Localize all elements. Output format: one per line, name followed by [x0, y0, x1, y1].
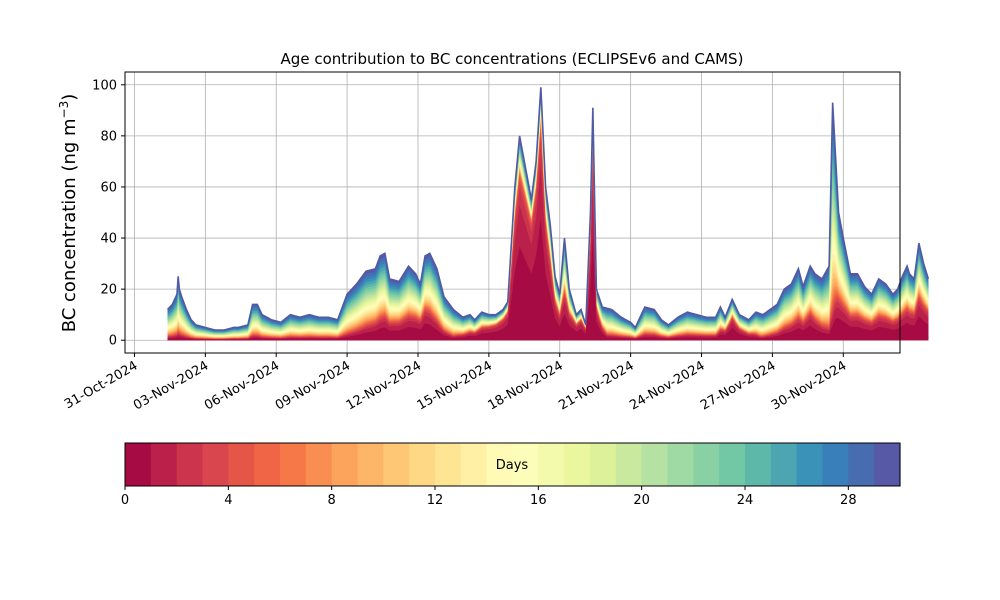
colorbar-tick-label-7: 28: [840, 493, 857, 508]
colorbar-segment-17: [564, 443, 591, 486]
axes-frame: [124, 71, 901, 354]
y-axis-label-superscript: −3: [57, 101, 71, 119]
colorbar-segment-24: [745, 443, 772, 486]
colorbar-segment-9: [357, 443, 384, 486]
y-tick-label-3: 60: [100, 180, 117, 195]
colorbar-segment-14: [486, 443, 514, 486]
colorbar-tick-label-6: 24: [737, 493, 754, 508]
colorbar-segment-15: [512, 443, 539, 486]
colorbar-tick-label-3: 12: [427, 493, 444, 508]
y-tick-label-4: 80: [100, 129, 117, 144]
colorbar-segment-25: [770, 443, 798, 486]
colorbar-label: Days: [496, 458, 529, 473]
colorbar-ticks: 0 4 8 12 16 20 24 28: [121, 486, 857, 508]
age-layer-0-days: [167, 218, 929, 341]
colorbar-segment-3: [202, 443, 229, 486]
colorbar-segment-8: [331, 443, 359, 486]
age-layer-21-days: [167, 102, 929, 341]
y-tick-label-1: 20: [100, 283, 117, 298]
age-layer-20-days: [167, 103, 929, 341]
y-axis-label-main: BC concentration (ng m: [59, 118, 80, 332]
y-axis-label: BC concentration (ng m−3): [57, 94, 80, 333]
colorbar-tick-label-4: 16: [530, 493, 547, 508]
colorbar-segment-7: [305, 443, 333, 486]
colorbar-segment-16: [538, 443, 565, 486]
y-tick-label-0: 0: [109, 334, 117, 349]
total-outline: [166, 87, 930, 331]
colorbar-segment-5: [254, 443, 281, 486]
colorbar-segment-6: [280, 443, 307, 486]
y-tick-label-5: 100: [92, 78, 117, 93]
colorbar-frame: [124, 442, 901, 487]
colorbar-segment-2: [176, 443, 204, 486]
colorbar-segment-12: [435, 443, 462, 486]
colorbar-segment-18: [590, 443, 617, 486]
colorbar-segment-10: [383, 443, 410, 486]
y-axis-label-close: ): [59, 94, 80, 101]
colorbar-segment-0: [125, 443, 152, 486]
colorbar-segment-11: [409, 443, 436, 486]
colorbar-segment-13: [460, 443, 488, 486]
chart-title: Age contribution to BC concentrations (E…: [281, 50, 744, 68]
colorbar-segment-29: [874, 443, 901, 486]
colorbar-segment-19: [615, 443, 643, 486]
colorbar-segment-28: [848, 443, 875, 486]
colorbar-segment-20: [641, 443, 669, 486]
colorbar-tick-label-5: 20: [633, 493, 650, 508]
y-axis-ticks: 0 20 40 60 80 100: [92, 78, 125, 349]
colorbar-tick-label-0: 0: [121, 493, 129, 508]
colorbar-segment-4: [228, 443, 255, 486]
colorbar-segment-26: [796, 443, 824, 486]
colorbar-segments: [125, 443, 901, 486]
colorbar-segment-21: [667, 443, 694, 486]
colorbar-segment-22: [693, 443, 720, 486]
colorbar-segment-1: [150, 443, 178, 486]
colorbar-segment-27: [822, 443, 849, 486]
colorbar-tick-label-1: 4: [224, 493, 232, 508]
colorbar-tick-label-2: 8: [328, 493, 336, 508]
colorbar-segment-23: [719, 443, 746, 486]
stacked-area-layers: [166, 87, 930, 341]
colorbar: Days 0 4 8 12 16 20 24 28: [121, 442, 901, 508]
y-tick-label-2: 40: [100, 232, 117, 247]
